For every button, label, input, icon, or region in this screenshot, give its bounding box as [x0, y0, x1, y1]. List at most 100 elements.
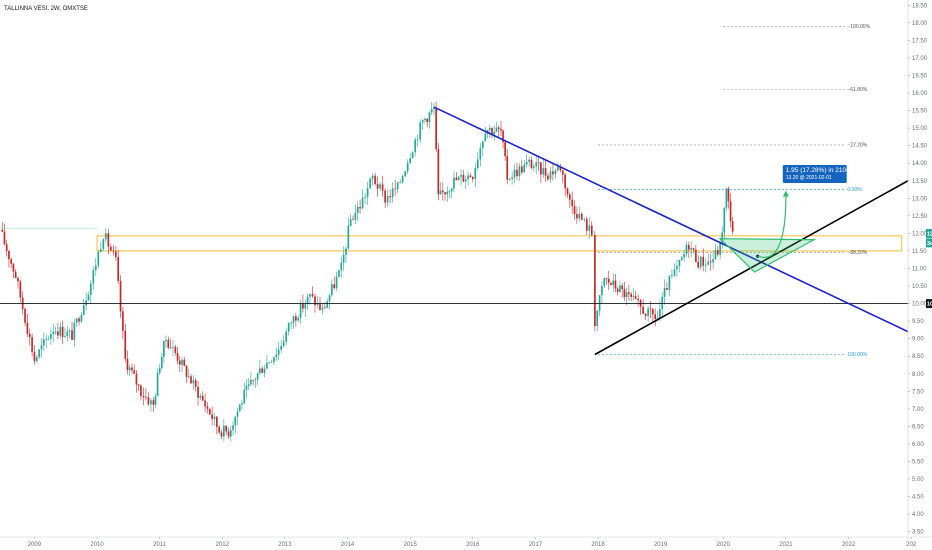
candle	[50, 328, 52, 345]
candle-body	[40, 345, 43, 350]
y-tick-label: 12.50	[912, 214, 928, 220]
candle	[714, 243, 717, 260]
candle	[450, 187, 453, 199]
candle	[290, 321, 293, 330]
candle-body	[656, 317, 659, 320]
candle	[535, 156, 538, 175]
candle-body	[508, 178, 511, 180]
candle-body	[87, 294, 90, 301]
candle-body	[54, 331, 57, 333]
candle-body	[695, 249, 697, 262]
candle	[495, 121, 498, 133]
candle-body	[488, 127, 491, 131]
y-tick-label: 5.00	[912, 477, 924, 483]
resistance-zone	[96, 235, 903, 252]
candle	[386, 189, 389, 207]
candle-body	[520, 166, 523, 173]
y-tick-label: 4.00	[912, 512, 924, 518]
candle-body	[433, 107, 435, 110]
candle	[707, 253, 710, 266]
candle	[642, 299, 644, 314]
candle	[561, 169, 564, 184]
candle-body	[616, 288, 619, 292]
candle	[474, 163, 477, 188]
candle	[131, 363, 133, 374]
candle-body	[714, 250, 717, 260]
candle	[215, 416, 218, 435]
candle	[268, 361, 271, 364]
x-tick-label: 2018	[591, 542, 605, 548]
candle	[557, 162, 559, 172]
candle	[532, 163, 535, 172]
y-tick-label: 13.50	[912, 179, 928, 185]
x-tick-label: 2009	[28, 542, 42, 548]
fib-level-label: −100.00%	[847, 24, 870, 30]
candle	[500, 120, 502, 137]
candle	[476, 151, 479, 171]
candle-body	[126, 358, 129, 371]
candle	[666, 281, 668, 291]
candle-body	[280, 345, 283, 350]
candle	[704, 258, 707, 273]
candle	[632, 287, 635, 301]
candle-body	[270, 362, 273, 363]
candle-body	[625, 292, 628, 298]
candle	[404, 170, 406, 178]
y-tick-label: 9.50	[912, 319, 924, 325]
x-tick-label: 2022	[842, 542, 856, 548]
candle	[628, 284, 630, 301]
x-tick-label: 2015	[403, 542, 417, 548]
candle-body	[266, 362, 268, 369]
candle-body	[435, 107, 437, 150]
y-tick-label: 11.00	[912, 267, 927, 273]
price-axis[interactable]	[908, 0, 932, 550]
candle-body	[687, 245, 690, 250]
candle-body	[542, 168, 545, 175]
time-axis[interactable]	[0, 537, 932, 550]
x-tick-label: 2014	[341, 542, 355, 548]
candle	[107, 228, 110, 255]
candle	[469, 173, 472, 178]
candle-body	[525, 161, 528, 165]
candle	[585, 216, 588, 235]
candle-body	[50, 334, 52, 339]
candle-body	[172, 347, 174, 348]
candle	[621, 282, 624, 298]
candle	[569, 192, 571, 208]
candle	[61, 320, 64, 345]
y-tick-label: 10.00	[912, 302, 928, 308]
candle	[199, 393, 202, 401]
y-tick-label: 6.00	[912, 442, 924, 448]
candle	[227, 427, 230, 439]
candle-body	[712, 259, 714, 263]
projection-callout[interactable]	[782, 164, 847, 183]
candle-body	[540, 162, 542, 175]
candle-body	[17, 277, 19, 282]
candle	[261, 365, 264, 373]
candle-body	[24, 308, 26, 323]
candle	[28, 328, 31, 346]
candle-body	[354, 213, 357, 220]
trendline-lower[interactable]	[594, 180, 909, 356]
candle-body	[702, 256, 705, 266]
candle	[75, 317, 78, 327]
candle	[68, 328, 71, 339]
candle	[634, 290, 637, 300]
candle-body	[80, 314, 83, 322]
candle-body	[605, 278, 608, 280]
candle	[229, 426, 232, 442]
candle	[328, 293, 331, 310]
candle	[460, 169, 462, 186]
candle-body	[668, 276, 671, 290]
candle	[145, 388, 147, 401]
candle	[94, 257, 97, 277]
candle-body	[621, 285, 624, 290]
candle	[702, 248, 705, 272]
candle	[71, 321, 73, 341]
candle	[401, 174, 404, 184]
trendline-upper[interactable]	[433, 106, 909, 333]
candle	[304, 299, 307, 318]
candle-body	[117, 257, 120, 281]
candle	[428, 111, 431, 129]
